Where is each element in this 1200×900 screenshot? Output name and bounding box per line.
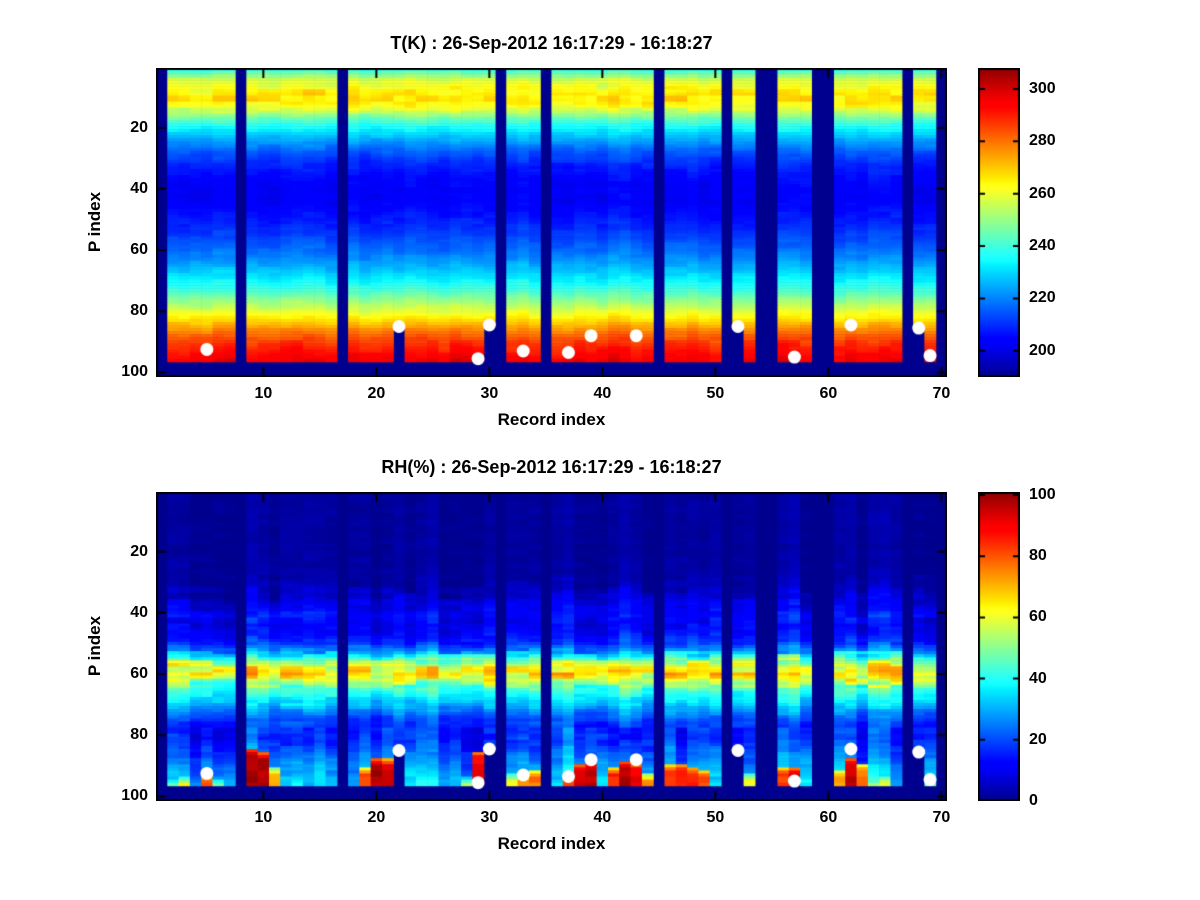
x-tick-label: 50 — [706, 809, 725, 826]
colorbar-tick-label: 220 — [1029, 289, 1056, 307]
y-tick-label: 80 — [130, 726, 148, 744]
x-tick-label: 10 — [254, 809, 273, 826]
y-tick-label: 60 — [130, 665, 148, 683]
colorbar-tick-label: 240 — [1029, 237, 1056, 255]
x-tick-label: 20 — [367, 809, 386, 826]
x-tick-label: 40 — [593, 385, 612, 402]
y-tick-label: 40 — [130, 179, 148, 197]
colorbar-tick-label: 80 — [1029, 547, 1047, 565]
colorbar-tick-label: 20 — [1029, 730, 1047, 748]
colorbar-tick-label: 200 — [1029, 341, 1056, 359]
x-tick-label: 70 — [932, 809, 951, 826]
x-tick-label: 40 — [593, 809, 612, 826]
x-tick-label: 30 — [480, 385, 499, 402]
x-tick-label: 60 — [819, 385, 838, 402]
y-tick-label: 20 — [130, 118, 148, 136]
y-tick-label: 40 — [130, 603, 148, 621]
humidity-colorbar — [978, 492, 1020, 801]
humidity-heatmap — [156, 492, 947, 801]
x-tick-label: 70 — [932, 385, 951, 402]
colorbar-tick-label: 260 — [1029, 184, 1056, 202]
colorbar-tick-label: 0 — [1029, 792, 1038, 809]
temperature-colorbar — [978, 68, 1020, 377]
x-axis-label-temperature: Record index — [497, 410, 606, 429]
y-tick-label: 60 — [130, 241, 148, 259]
colorbar-tick-label: 300 — [1029, 79, 1056, 97]
colorbar-tick-label: 40 — [1029, 669, 1047, 687]
x-tick-label: 20 — [367, 385, 386, 402]
y-tick-label: 20 — [130, 542, 148, 560]
x-tick-label: 10 — [254, 385, 273, 402]
y-tick-label: 100 — [121, 787, 148, 805]
colorbar-tick-label: 60 — [1029, 608, 1047, 626]
y-axis-label-humidity: P index — [85, 615, 104, 677]
x-tick-label: 60 — [819, 809, 838, 826]
x-tick-label: 50 — [706, 385, 725, 402]
temperature-heatmap — [156, 68, 947, 377]
plot-title-temperature: T(K) : 26-Sep-2012 16:17:29 - 16:18:27 — [390, 33, 713, 53]
y-tick-label: 100 — [121, 363, 148, 381]
plot-title-humidity: RH(%) : 26-Sep-2012 16:17:29 - 16:18:27 — [381, 457, 722, 477]
colorbar-tick-label: 280 — [1029, 132, 1056, 150]
y-tick-label: 80 — [130, 302, 148, 320]
y-axis-label-temperature: P index — [85, 191, 104, 253]
x-axis-label-humidity: Record index — [497, 834, 606, 853]
colorbar-tick-label: 100 — [1029, 486, 1056, 504]
x-tick-label: 30 — [480, 809, 499, 826]
